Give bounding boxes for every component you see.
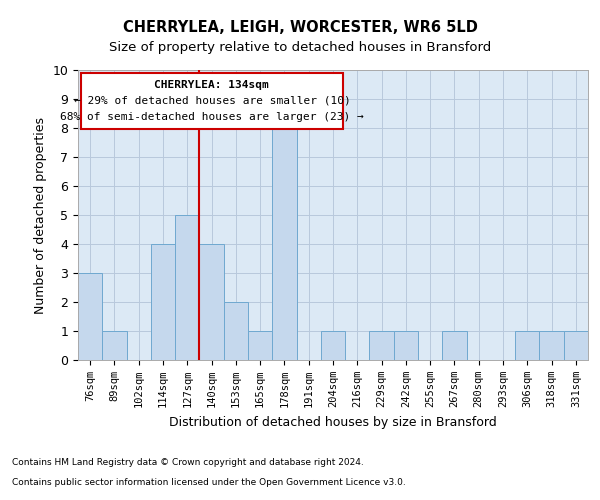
Text: ← 29% of detached houses are smaller (10): ← 29% of detached houses are smaller (10… xyxy=(74,96,350,106)
Text: Distribution of detached houses by size in Bransford: Distribution of detached houses by size … xyxy=(169,416,497,429)
Bar xyxy=(175,215,199,360)
Text: CHERRYLEA: 134sqm: CHERRYLEA: 134sqm xyxy=(155,80,269,90)
Bar xyxy=(442,331,467,360)
Bar xyxy=(515,331,539,360)
Bar xyxy=(370,331,394,360)
Bar xyxy=(564,331,588,360)
Bar xyxy=(394,331,418,360)
Text: Size of property relative to detached houses in Bransford: Size of property relative to detached ho… xyxy=(109,41,491,54)
Bar xyxy=(272,128,296,360)
Bar xyxy=(248,331,272,360)
Text: Contains public sector information licensed under the Open Government Licence v3: Contains public sector information licen… xyxy=(12,478,406,487)
Bar xyxy=(539,331,564,360)
Bar xyxy=(151,244,175,360)
Bar xyxy=(321,331,345,360)
Y-axis label: Number of detached properties: Number of detached properties xyxy=(34,116,47,314)
Bar xyxy=(102,331,127,360)
Text: CHERRYLEA, LEIGH, WORCESTER, WR6 5LD: CHERRYLEA, LEIGH, WORCESTER, WR6 5LD xyxy=(122,20,478,35)
Text: Contains HM Land Registry data © Crown copyright and database right 2024.: Contains HM Land Registry data © Crown c… xyxy=(12,458,364,467)
Bar xyxy=(199,244,224,360)
Bar xyxy=(224,302,248,360)
FancyBboxPatch shape xyxy=(80,73,343,130)
Bar xyxy=(78,273,102,360)
Text: 68% of semi-detached houses are larger (23) →: 68% of semi-detached houses are larger (… xyxy=(60,112,364,122)
